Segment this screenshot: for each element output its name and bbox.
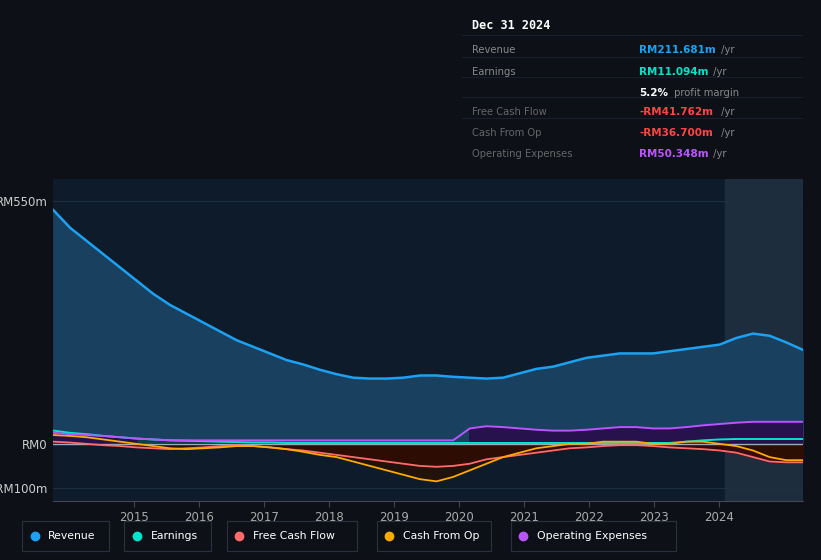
Text: /yr: /yr [710,149,727,159]
Text: RM11.094m: RM11.094m [640,67,709,77]
Text: RM50.348m: RM50.348m [640,149,709,159]
Text: Cash From Op: Cash From Op [472,128,542,138]
Text: Revenue: Revenue [472,45,516,55]
Text: Operating Expenses: Operating Expenses [472,149,573,159]
Text: /yr: /yr [710,67,727,77]
Text: Earnings: Earnings [472,67,516,77]
Text: Free Cash Flow: Free Cash Flow [472,108,547,117]
Text: RM211.681m: RM211.681m [640,45,716,55]
Text: -RM36.700m: -RM36.700m [640,128,713,138]
Text: Free Cash Flow: Free Cash Flow [253,531,335,541]
Bar [725,179,803,501]
Text: -RM41.762m: -RM41.762m [640,108,713,117]
Text: /yr: /yr [718,45,734,55]
Text: /yr: /yr [718,128,734,138]
Text: 5.2%: 5.2% [640,88,668,98]
Text: Earnings: Earnings [150,531,198,541]
Text: Dec 31 2024: Dec 31 2024 [472,19,551,32]
Text: Revenue: Revenue [48,531,95,541]
Text: profit margin: profit margin [671,88,739,98]
Text: Cash From Op: Cash From Op [402,531,479,541]
Text: /yr: /yr [718,108,734,117]
Text: Operating Expenses: Operating Expenses [537,531,647,541]
